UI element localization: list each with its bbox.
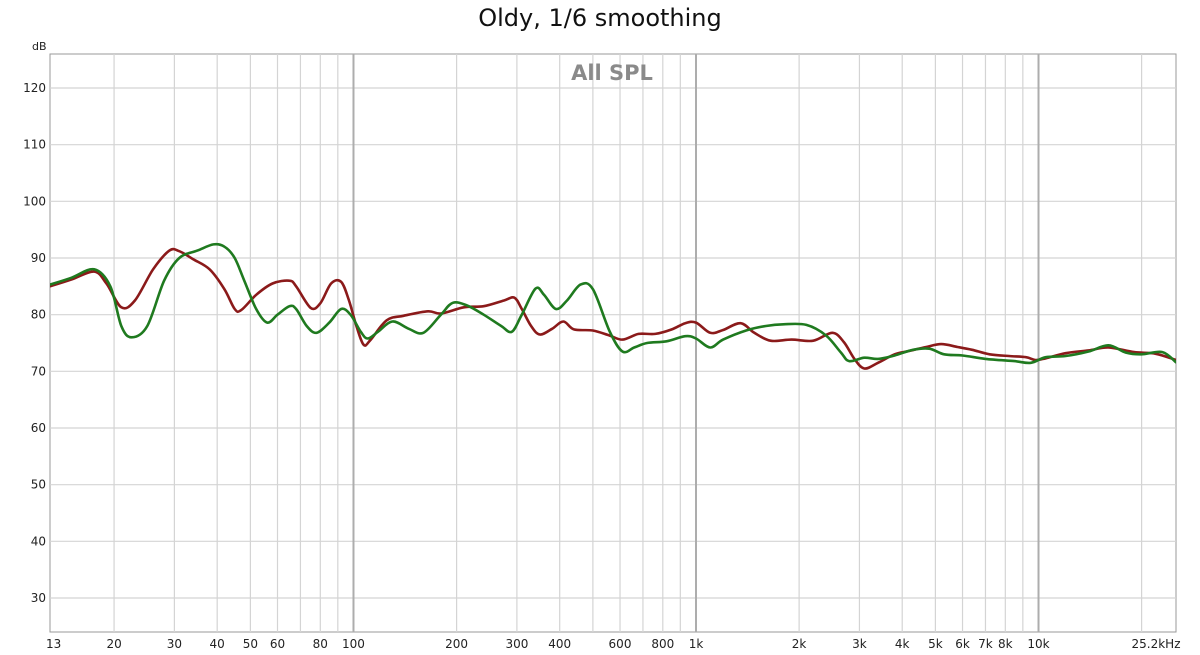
x-tick-label: 40 — [210, 637, 225, 651]
y-unit-label: dB — [32, 40, 47, 53]
x-tick-label: 300 — [505, 637, 528, 651]
x-tick-label: 60 — [270, 637, 285, 651]
x-tick-label: 200 — [445, 637, 468, 651]
x-tick-label: 20 — [106, 637, 121, 651]
series-line-red — [50, 247, 1176, 370]
y-tick-label: 50 — [31, 478, 46, 492]
x-tick-label: 4k — [895, 637, 910, 651]
plot-frame — [49, 53, 1177, 633]
x-tick-label: 7k — [978, 637, 993, 651]
x-tick-label: 5k — [928, 637, 943, 651]
x-tick-label: 6k — [955, 637, 970, 651]
y-tick-label: 80 — [31, 308, 46, 322]
y-tick-label: 120 — [23, 81, 46, 95]
x-tick-label: 30 — [167, 637, 182, 651]
x-tick-label: 600 — [609, 637, 632, 651]
y-tick-label: 100 — [23, 194, 46, 208]
y-axis: 120 110 100 90 80 70 60 50 40 30 — [23, 81, 46, 605]
y-tick-label: 40 — [31, 534, 46, 548]
x-tick-label: 100 — [342, 637, 365, 651]
grid-layer — [50, 54, 1176, 632]
x-tick-label: 80 — [313, 637, 328, 651]
x-tick-label: 1k — [689, 637, 704, 651]
x-tick-label: 13 — [46, 637, 61, 651]
y-tick-label: 60 — [31, 421, 46, 435]
x-tick-label: 3k — [852, 637, 867, 651]
series-line-green — [50, 242, 1176, 365]
x-tick-label: 800 — [651, 637, 674, 651]
panel-label: All SPL — [571, 61, 653, 85]
x-axis: 13 20 30 40 50 60 80 100 200 300 400 600 800 1k 2k 3k 4k… — [46, 637, 1181, 651]
series-layer — [50, 242, 1176, 370]
chart-title: Oldy, 1/6 smoothing — [478, 4, 722, 32]
y-tick-label: 30 — [31, 591, 46, 605]
x-tick-label: 50 — [243, 637, 258, 651]
y-tick-label: 90 — [31, 251, 46, 265]
x-tick-label: 25.2kHz — [1132, 637, 1181, 651]
x-tick-label: 2k — [792, 637, 807, 651]
x-tick-label: 8k — [998, 637, 1013, 651]
y-tick-label: 110 — [23, 138, 46, 152]
y-tick-label: 70 — [31, 364, 46, 378]
x-tick-label: 10k — [1027, 637, 1049, 651]
x-tick-label: 400 — [548, 637, 571, 651]
